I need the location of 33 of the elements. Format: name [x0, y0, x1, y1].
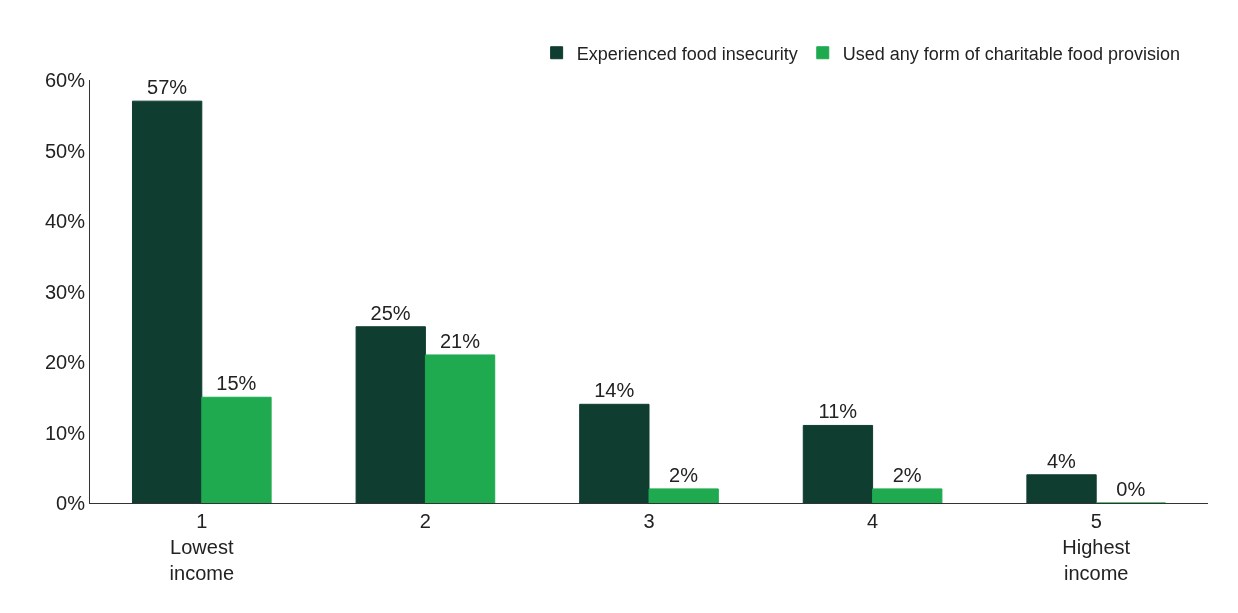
x-tick-label: 2 [419, 510, 431, 532]
data-label: 0% [1116, 478, 1146, 500]
bar [579, 403, 650, 503]
x-tick-label: 4 [867, 510, 879, 532]
bar [355, 326, 426, 503]
data-label: 25% [370, 301, 411, 324]
bar [648, 488, 719, 503]
bar [131, 100, 203, 503]
y-tick-label: 40% [44, 210, 86, 232]
data-label: 11% [818, 400, 858, 423]
data-label: 2% [669, 463, 699, 486]
bar [802, 424, 874, 503]
bar [1026, 474, 1097, 503]
data-label: 57% [147, 76, 188, 99]
x-tick-label: 1 Lowest income [169, 510, 235, 584]
data-label: 4% [1046, 449, 1077, 472]
data-label: 14% [594, 379, 635, 402]
y-tick-label: 0% [56, 492, 86, 514]
bar [424, 354, 496, 503]
legend-label: Experienced food insecurity [576, 43, 798, 64]
x-tick-label: 5 Highest income [1062, 510, 1131, 584]
y-tick-label: 10% [44, 421, 86, 444]
data-label: 21% [439, 329, 481, 352]
bar [201, 396, 272, 503]
bar [872, 488, 943, 503]
x-tick-label: 3 [643, 510, 655, 532]
y-tick-label: 50% [44, 139, 86, 162]
y-tick-label: 20% [44, 351, 86, 373]
y-tick-label: 60% [44, 69, 86, 91]
y-tick-label: 30% [44, 280, 86, 303]
legend-label: Used any form of charitable food provision [842, 43, 1180, 64]
data-label: 2% [892, 463, 922, 486]
data-label: 15% [216, 372, 257, 395]
